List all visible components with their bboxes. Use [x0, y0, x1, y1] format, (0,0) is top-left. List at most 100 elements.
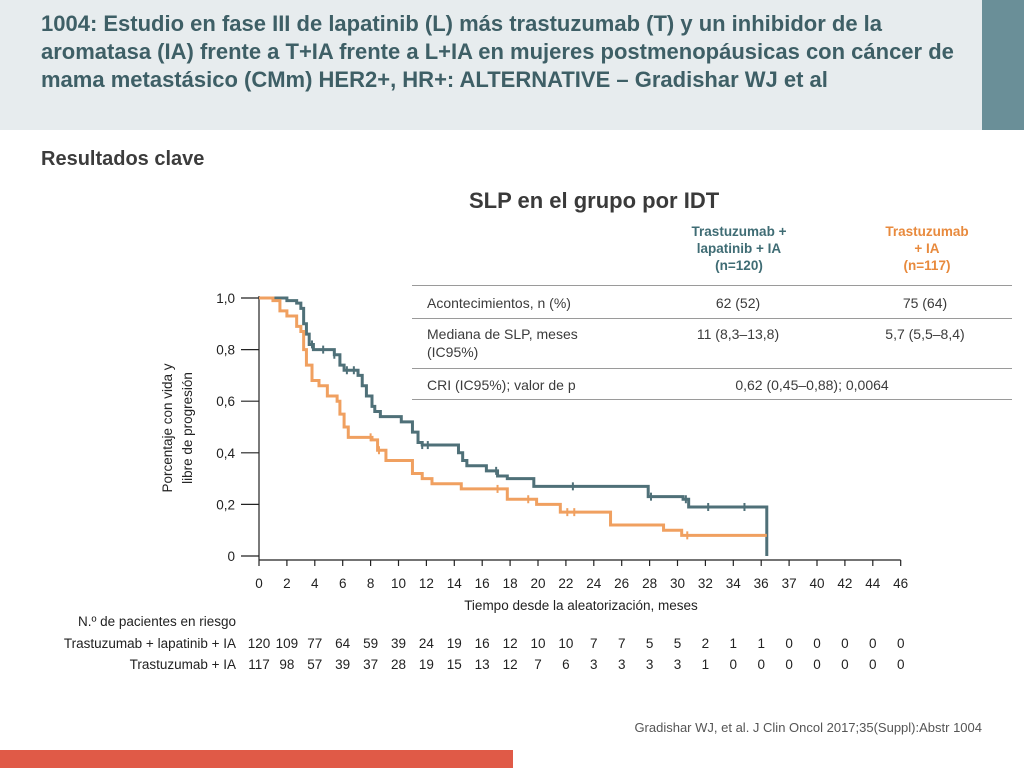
y-tick-label: 0,8 — [216, 343, 235, 358]
chart-title: SLP en el grupo por IDT — [469, 188, 720, 213]
x-tick-label: 37 — [782, 576, 797, 591]
x-tick-label: 30 — [670, 576, 685, 591]
risk-value: 39 — [335, 657, 350, 672]
risk-value: 12 — [503, 657, 518, 672]
x-tick-label: 18 — [503, 576, 518, 591]
section-subtitle: Resultados clave — [41, 148, 205, 170]
header-band — [0, 0, 1024, 130]
risk-value: 37 — [363, 657, 378, 672]
x-tick-label: 36 — [754, 576, 769, 591]
risk-value: 7 — [590, 636, 598, 651]
x-axis-title: Tiempo desde la aleatorización, meses — [464, 598, 698, 613]
risk-value: 39 — [391, 636, 406, 651]
table-row-hr: CRI (IC95%); valor de p 0,62 (0,45–0,88)… — [412, 368, 1012, 400]
risk-value: 10 — [558, 636, 573, 651]
row-value-t: 75 (64) — [902, 295, 948, 311]
x-tick-label: 10 — [391, 576, 406, 591]
risk-value: 16 — [475, 636, 490, 651]
x-tick-label: 32 — [698, 576, 713, 591]
y-tick-label: 0 — [227, 549, 235, 564]
y-tick-label: 0,4 — [216, 446, 235, 461]
risk-value: 0 — [785, 657, 793, 672]
risk-value: 0 — [869, 636, 877, 651]
table-header-t: Trastuzumab + IA (n=117) — [885, 224, 969, 273]
risk-value: 1 — [757, 636, 765, 651]
y-tick-label: 0,2 — [216, 497, 235, 512]
risk-value: 120 — [248, 636, 271, 651]
x-tick-label: 20 — [530, 576, 545, 591]
x-tick-label: 2 — [283, 576, 291, 591]
risk-value: 0 — [897, 636, 905, 651]
km-chart: 00,20,40,60,81,00 2 4 6 8 10 12 14 16 18 20 22 24 26 2… — [64, 291, 908, 672]
risk-value: 7 — [534, 657, 542, 672]
y-axis-title-line2: libre de progresión — [180, 372, 195, 484]
risk-value: 109 — [276, 636, 299, 651]
row-value-span: 0,62 (0,45–0,88); 0,0064 — [735, 377, 889, 393]
risk-value: 0 — [785, 636, 793, 651]
risk-value: 6 — [562, 657, 570, 672]
risk-value: 2 — [702, 636, 710, 651]
risk-value: 12 — [503, 636, 518, 651]
risk-value: 28 — [391, 657, 406, 672]
x-tick-label: 44 — [865, 576, 881, 591]
risk-value: 3 — [590, 657, 598, 672]
x-tick-label: 40 — [809, 576, 824, 591]
risk-value: 0 — [869, 657, 877, 672]
x-tick-label: 16 — [475, 576, 490, 591]
y-tick-label: 0,6 — [216, 394, 235, 409]
km-curve-t — [259, 296, 767, 537]
risk-value: 0 — [841, 636, 849, 651]
risk-value: 1 — [730, 636, 738, 651]
risk-value: 98 — [279, 657, 294, 672]
row-label: CRI (IC95%); valor de p — [427, 377, 576, 393]
row-value-tl: 62 (52) — [715, 295, 761, 311]
x-tick-label: 42 — [837, 576, 852, 591]
x-tick-label: 4 — [311, 576, 319, 591]
table-row-median: Mediana de SLP, meses (IC95%) 11 (8,3–13… — [412, 318, 1012, 369]
risk-value: 13 — [475, 657, 490, 672]
x-tick-label: 28 — [642, 576, 657, 591]
risk-value: 3 — [646, 657, 654, 672]
risk-value: 59 — [363, 636, 378, 651]
y-tick-label: 1,0 — [216, 291, 235, 306]
risk-value: 57 — [307, 657, 322, 672]
x-tick-label: 12 — [419, 576, 434, 591]
x-tick-label: 26 — [614, 576, 629, 591]
risk-value: 3 — [618, 657, 626, 672]
y-axis-title-line1: Porcentaje con vida y — [160, 363, 175, 492]
x-tick-label: 0 — [255, 576, 263, 591]
table-row-events: Acontecimientos, n (%) 62 (52) 75 (64) — [412, 285, 1012, 319]
x-tick-label: 46 — [893, 576, 908, 591]
x-tick-label: 8 — [367, 576, 375, 591]
risk-value: 5 — [674, 636, 682, 651]
risk-value: 19 — [447, 636, 462, 651]
km-curve-tl — [259, 296, 769, 556]
risk-value: 117 — [248, 657, 270, 672]
risk-row-label: Trastuzumab + IA — [130, 657, 236, 672]
row-value-tl: 11 (8,3–13,8) — [696, 326, 780, 342]
slide-title: 1004: Estudio en fase III de lapatinib (… — [41, 11, 954, 92]
x-tick-label: 24 — [586, 576, 602, 591]
x-tick-label: 6 — [339, 576, 347, 591]
risk-value: 0 — [841, 657, 849, 672]
risk-value: 1 — [702, 657, 710, 672]
source-citation: Gradishar WJ, et al. J Clin Oncol 2017;3… — [634, 720, 982, 735]
row-value-t: 5,7 (5,5–8,4) — [885, 326, 965, 342]
x-tick-label: 22 — [558, 576, 573, 591]
risk-value: 0 — [813, 657, 821, 672]
x-tick-label: 14 — [447, 576, 463, 591]
risk-value: 5 — [646, 636, 654, 651]
risk-row-label: Trastuzumab + lapatinib + IA — [64, 636, 236, 651]
risk-value: 0 — [757, 657, 765, 672]
risk-value: 3 — [674, 657, 682, 672]
risk-value: 64 — [335, 636, 351, 651]
footer-bar — [0, 750, 513, 768]
row-label: Mediana de SLP, meses (IC95%) — [427, 326, 578, 360]
risk-value: 10 — [530, 636, 545, 651]
risk-value: 77 — [307, 636, 322, 651]
risk-value: 7 — [618, 636, 626, 651]
risk-value: 0 — [813, 636, 821, 651]
risk-value: 19 — [419, 657, 434, 672]
risk-value: 24 — [419, 636, 435, 651]
table-header-tl: Trastuzumab + lapatinib + IA (n=120) — [691, 224, 787, 273]
